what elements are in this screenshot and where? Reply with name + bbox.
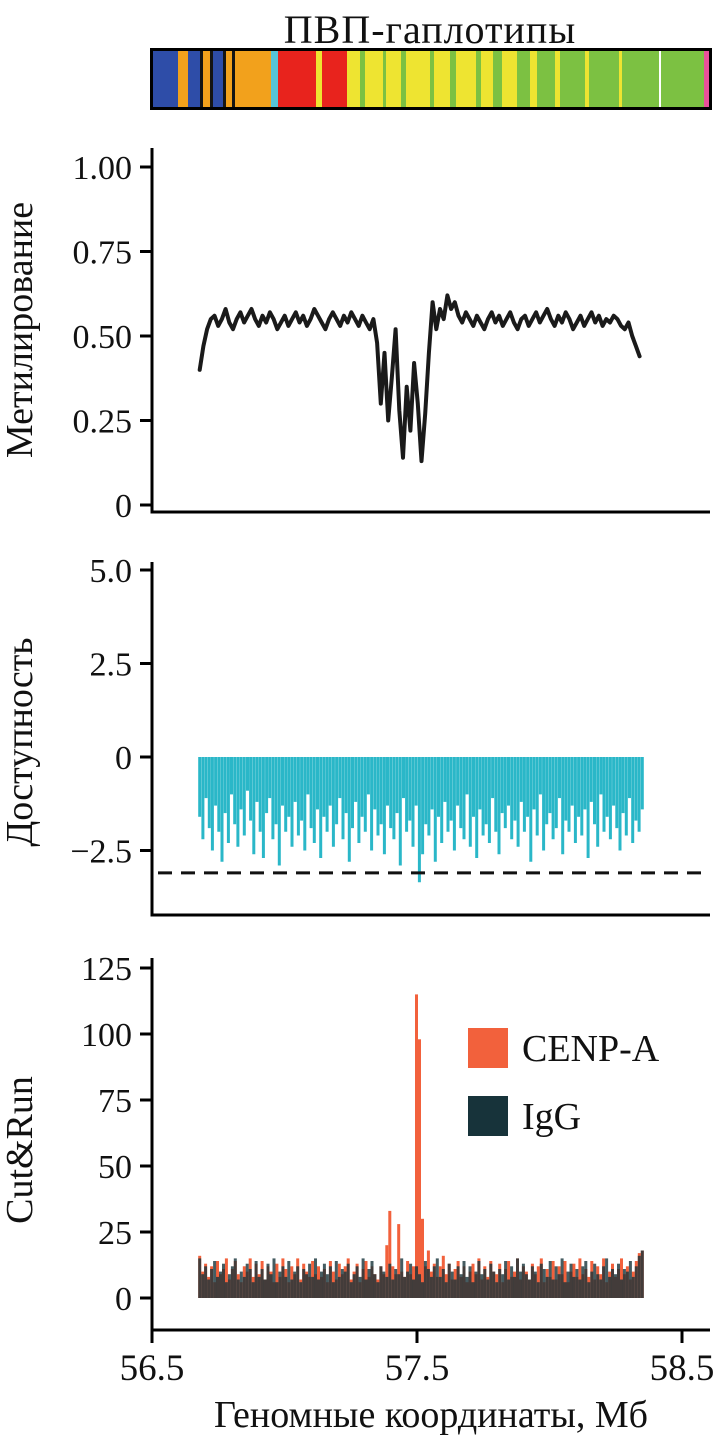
y-tick-label: 75	[98, 1083, 132, 1120]
y-tick-label: 0	[115, 1281, 132, 1318]
cutrun-panel: 125 100 75 50 25 0 Cut&Run CENP-A IgG 56.5 57.5 58.…	[0, 951, 715, 1436]
haplotype-segment	[178, 51, 188, 107]
haplotype-segment	[430, 51, 434, 107]
haplotype-segment	[493, 51, 502, 107]
haplotype-segment	[405, 51, 431, 107]
haplotype-segment	[529, 51, 537, 107]
haplotype-track	[150, 48, 712, 110]
y-tick-label: 0	[115, 740, 132, 777]
haplotype-segment	[382, 51, 387, 107]
legend-label: IgG	[522, 1096, 581, 1138]
haplotype-segment	[153, 51, 179, 107]
haplotype-segment	[449, 51, 456, 107]
haplotype-segment	[386, 51, 401, 107]
haplotype-segment	[661, 51, 704, 107]
legend-swatch-igg	[468, 1096, 508, 1136]
y-tick-label: 0.75	[73, 235, 133, 272]
x-tick-label: 56.5	[120, 1348, 185, 1389]
haplotype-segment	[277, 51, 316, 107]
accessibility-panel: 5.0 2.5 0 −2.5 Доступность	[0, 553, 710, 917]
series-igg	[198, 1250, 644, 1298]
haplotype-segment	[703, 51, 709, 107]
y-axis-title: Доступность	[0, 637, 41, 846]
legend-swatch-cenp-a	[468, 1028, 508, 1068]
methylation-line	[197, 293, 642, 464]
haplotype-segment	[585, 51, 589, 107]
haplotype-segment	[588, 51, 620, 107]
haplotype-segment	[364, 51, 383, 107]
haplotype-segment	[210, 51, 214, 107]
haplotype-segment	[476, 51, 482, 107]
x-tick-label: 57.5	[385, 1348, 450, 1389]
haplotype-segment	[213, 51, 223, 107]
haplotype-segment	[481, 51, 494, 107]
haplotype-segment	[187, 51, 200, 107]
haplotype-segment	[433, 51, 450, 107]
y-tick-label: 25	[98, 1215, 132, 1252]
y-tick-label: 125	[81, 951, 132, 988]
haplotype-segment	[554, 51, 560, 107]
haplotype-segment	[271, 51, 278, 107]
haplotype-segment	[501, 51, 518, 107]
y-axis-title: Cut&Run	[0, 1076, 41, 1224]
methylation-panel: 1.00 0.75 0.50 0.25 0 Метилирование	[0, 148, 710, 525]
haplotype-segment	[226, 51, 232, 107]
haplotype-segment	[202, 51, 210, 107]
haplotype-segment	[199, 51, 203, 107]
haplotype-segment	[231, 51, 235, 107]
haplotype-segment	[315, 51, 322, 107]
chart-title: ПВП-гаплотипы	[283, 7, 577, 52]
accessibility-spikes	[198, 757, 644, 883]
y-tick-label: 0	[115, 488, 132, 525]
haplotype-segment	[619, 51, 623, 107]
legend-label: CENP-A	[522, 1028, 660, 1070]
y-tick-label: 0.50	[73, 319, 133, 356]
y-tick-label: 1.00	[73, 150, 133, 187]
haplotype-segment	[234, 51, 272, 107]
haplotype-segment	[455, 51, 477, 107]
y-tick-label: 50	[98, 1149, 132, 1186]
haplotype-segment	[222, 51, 227, 107]
y-tick-label: 5.0	[90, 553, 133, 590]
y-tick-label: −2.5	[70, 834, 132, 871]
haplotype-segment	[347, 51, 361, 107]
x-tick-label: 58.5	[650, 1348, 715, 1389]
y-tick-label: 0.25	[73, 404, 133, 441]
haplotype-segment	[559, 51, 586, 107]
y-axis-title: Метилирование	[0, 202, 41, 458]
haplotype-segment	[360, 51, 365, 107]
haplotype-segment	[517, 51, 530, 107]
haplotype-segment	[401, 51, 406, 107]
y-tick-label: 2.5	[90, 647, 133, 684]
x-axis-title: Геномные координаты, Мб	[214, 1394, 648, 1436]
haplotype-segment	[622, 51, 659, 107]
haplotype-segment	[658, 51, 662, 107]
y-tick-label: 100	[81, 1017, 132, 1054]
haplotype-segment	[536, 51, 555, 107]
haplotype-segment	[321, 51, 348, 107]
